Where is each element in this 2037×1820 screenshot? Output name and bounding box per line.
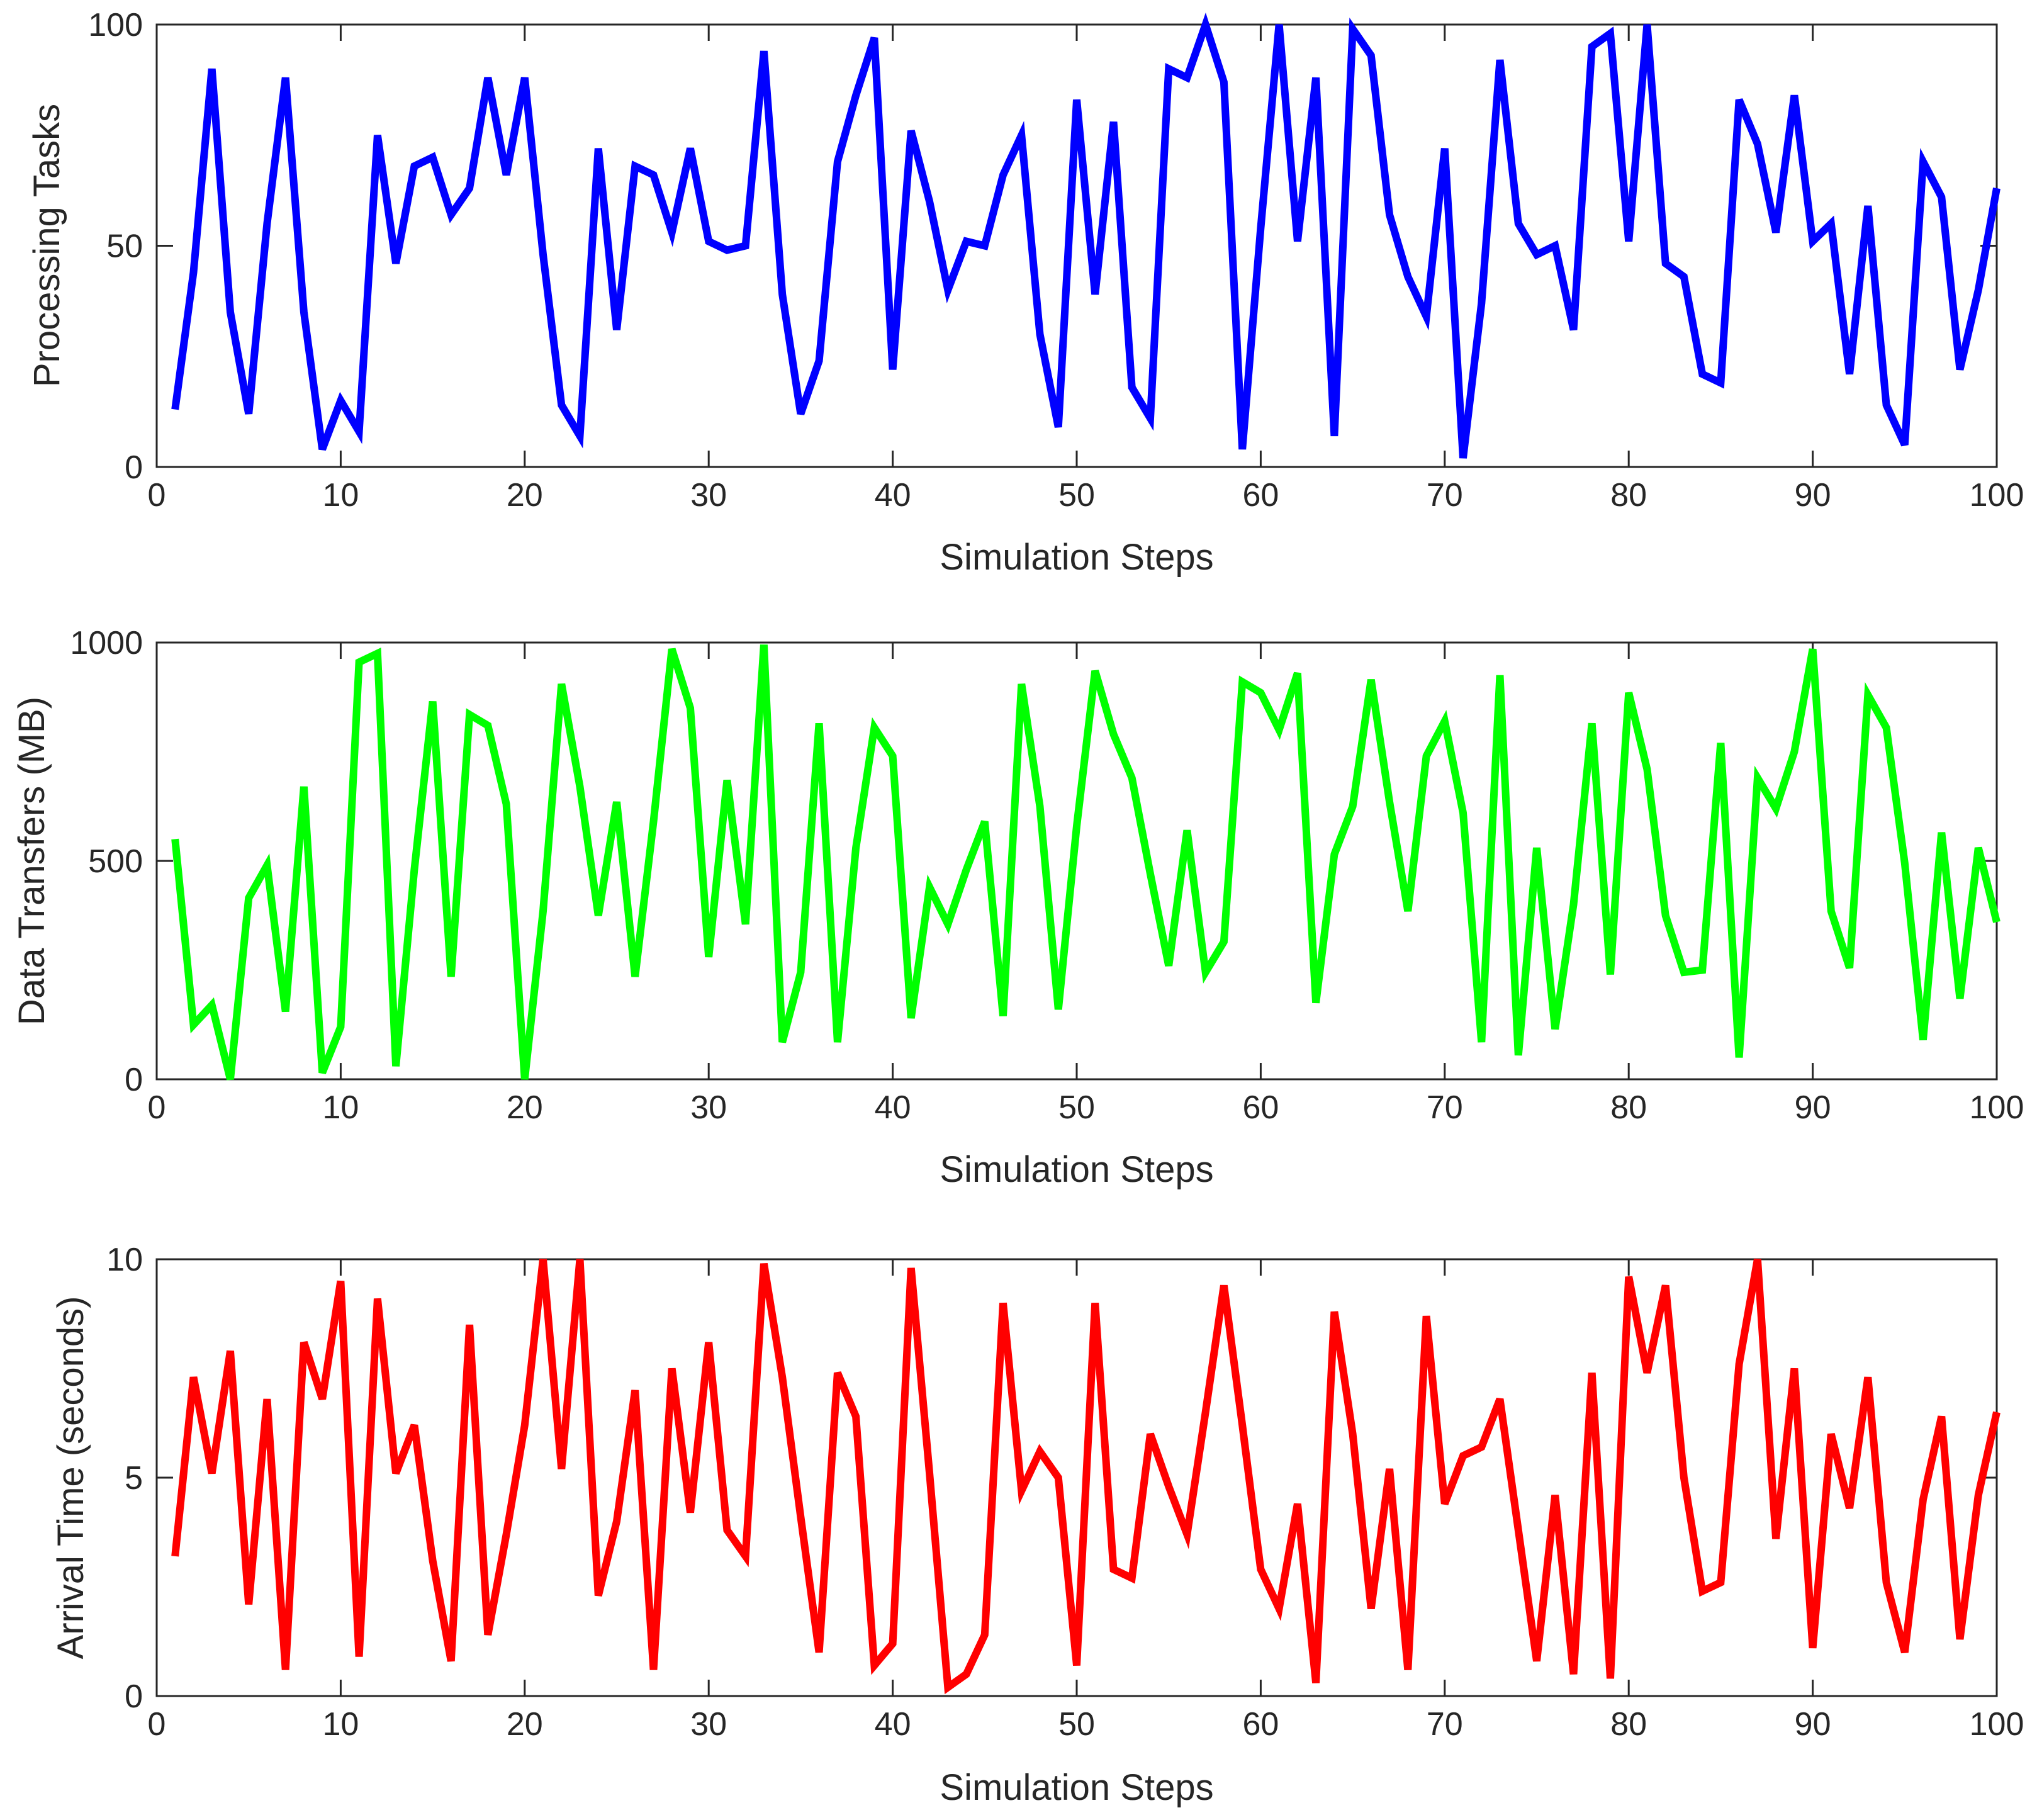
y-axis-label: Data Transfers (MB) <box>11 697 52 1025</box>
series-line-data-transfers <box>171 644 2001 1081</box>
x-tick-label: 40 <box>875 1089 911 1126</box>
y-tick-label: 0 <box>125 1062 143 1098</box>
y-tick-label: 100 <box>88 7 143 43</box>
x-tick-label: 60 <box>1242 1089 1279 1126</box>
x-tick-label: 60 <box>1242 1706 1279 1743</box>
x-tick-label: 30 <box>690 477 727 514</box>
y-tick-label: 0 <box>125 449 143 486</box>
y-tick-label: 10 <box>106 1242 143 1278</box>
x-tick-label: 0 <box>148 477 166 514</box>
tick-group: 0 10 20 30 40 50 60 70 80 90 100 0 5 10 <box>106 1242 2024 1743</box>
x-tick-label: 90 <box>1795 1089 1831 1126</box>
y-tick-label: 0 <box>125 1678 143 1715</box>
x-tick-label: 20 <box>507 477 543 514</box>
x-tick-label: 90 <box>1795 1706 1831 1743</box>
y-tick-label: 50 <box>106 228 143 265</box>
subplot-arrival-time: 0 10 20 30 40 50 60 70 80 90 100 0 5 10 Simulation St… <box>50 1242 2024 1808</box>
x-tick-label: 30 <box>690 1706 727 1743</box>
x-tick-label: 80 <box>1610 1089 1647 1126</box>
y-tick-label: 500 <box>88 843 143 880</box>
x-tick-label: 20 <box>507 1706 543 1743</box>
x-tick-label: 80 <box>1610 477 1647 514</box>
subplot-processing-tasks: 0 10 20 30 40 50 60 70 80 90 100 0 50 100 Simulation … <box>26 7 2024 578</box>
x-tick-label: 40 <box>875 1706 911 1743</box>
x-tick-label: 30 <box>690 1089 727 1126</box>
x-tick-label: 20 <box>507 1089 543 1126</box>
x-tick-label: 50 <box>1058 1706 1095 1743</box>
x-tick-label: 100 <box>1970 1089 2024 1126</box>
series-line-processing-tasks <box>171 13 2001 459</box>
x-tick-label: 40 <box>875 477 911 514</box>
series-line-arrival-time <box>171 1258 2001 1695</box>
x-tick-label: 0 <box>148 1089 166 1126</box>
x-tick-label: 50 <box>1058 477 1095 514</box>
x-tick-label: 100 <box>1970 477 2024 514</box>
y-tick-label: 1000 <box>70 625 143 661</box>
y-axis-label: Arrival Time (seconds) <box>50 1296 91 1660</box>
x-axis-label: Simulation Steps <box>940 1149 1213 1190</box>
x-tick-label: 100 <box>1970 1706 2024 1743</box>
x-tick-label: 50 <box>1058 1089 1095 1126</box>
x-tick-label: 10 <box>322 1089 359 1126</box>
x-tick-label: 80 <box>1610 1706 1647 1743</box>
x-tick-label: 70 <box>1427 1706 1463 1743</box>
x-tick-label: 70 <box>1427 477 1463 514</box>
x-tick-label: 70 <box>1427 1089 1463 1126</box>
x-tick-label: 90 <box>1795 477 1831 514</box>
x-tick-label: 60 <box>1242 477 1279 514</box>
y-tick-label: 5 <box>125 1460 143 1497</box>
x-axis-label: Simulation Steps <box>940 537 1213 578</box>
x-tick-label: 10 <box>322 477 359 514</box>
x-axis-label: Simulation Steps <box>940 1767 1213 1808</box>
y-axis-label: Processing Tasks <box>26 104 67 387</box>
x-tick-label: 10 <box>322 1706 359 1743</box>
x-tick-label: 0 <box>148 1706 166 1743</box>
tick-group: 0 10 20 30 40 50 60 70 80 90 100 0 50 100 <box>88 7 2024 514</box>
